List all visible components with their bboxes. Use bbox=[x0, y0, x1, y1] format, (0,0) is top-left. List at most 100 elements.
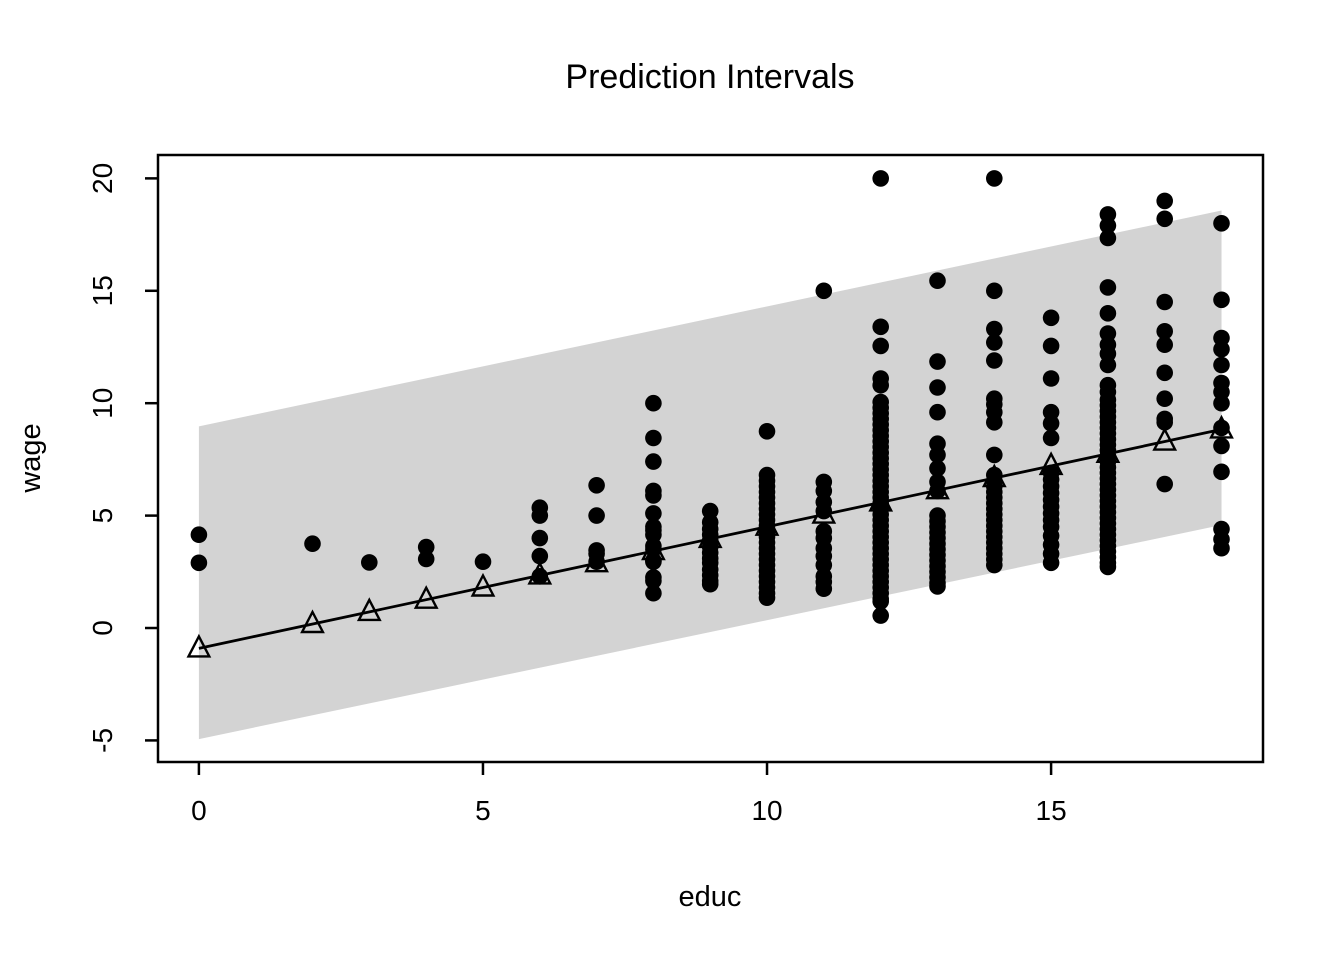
fitted-triangle-marker bbox=[527, 560, 553, 585]
fitted-triangle-marker bbox=[470, 572, 496, 597]
scatter-points bbox=[190, 170, 1230, 624]
data-point bbox=[1213, 539, 1230, 557]
data-point bbox=[986, 414, 1003, 431]
data-point bbox=[1099, 229, 1117, 247]
fitted-triangle-marker bbox=[1095, 439, 1121, 463]
data-point bbox=[645, 487, 662, 504]
x-axis: 0 5 10 15 bbox=[191, 762, 1067, 826]
data-point bbox=[1042, 415, 1060, 432]
data-point bbox=[645, 553, 662, 570]
data-point bbox=[1042, 429, 1060, 447]
data-point bbox=[758, 589, 776, 606]
fitted-triangle-marker bbox=[584, 548, 609, 573]
data-point bbox=[1156, 390, 1173, 408]
data-point bbox=[701, 575, 719, 593]
data-point bbox=[531, 507, 549, 524]
data-point bbox=[1099, 279, 1117, 296]
data-point bbox=[1213, 291, 1230, 309]
y-axis-label: wage bbox=[15, 423, 47, 493]
x-tick-label: 10 bbox=[751, 795, 782, 826]
data-point bbox=[1156, 323, 1173, 340]
data-point bbox=[531, 547, 549, 565]
fitted-triangle-marker bbox=[186, 633, 212, 658]
data-point bbox=[190, 526, 208, 543]
data-point bbox=[1213, 394, 1230, 412]
data-point bbox=[417, 538, 435, 556]
data-point bbox=[929, 403, 946, 421]
fitted-triangle-marker bbox=[413, 585, 439, 609]
data-point bbox=[1156, 192, 1173, 210]
fitted-triangle-marker bbox=[868, 487, 894, 512]
data-point bbox=[1156, 336, 1173, 354]
fit-line bbox=[198, 428, 1222, 650]
y-tick-label: 0 bbox=[87, 620, 118, 636]
x-tick-label: 15 bbox=[1036, 795, 1067, 826]
data-point bbox=[1042, 309, 1060, 327]
data-point bbox=[1156, 210, 1173, 228]
x-axis-label: educ bbox=[679, 881, 742, 913]
data-point bbox=[929, 446, 946, 464]
data-point bbox=[588, 507, 605, 524]
data-point bbox=[645, 453, 662, 470]
data-point bbox=[1213, 215, 1230, 232]
fitted-triangle-marker bbox=[754, 512, 780, 536]
x-tick-label: 0 bbox=[191, 795, 207, 826]
fitted-triangle-marker bbox=[641, 536, 666, 561]
plot-area bbox=[186, 170, 1234, 740]
data-point bbox=[815, 580, 833, 597]
fitted-triangle-marker bbox=[925, 475, 950, 500]
data-point bbox=[474, 553, 492, 570]
data-point bbox=[1213, 437, 1230, 455]
data-point bbox=[1156, 475, 1173, 493]
fitted-triangles bbox=[186, 414, 1234, 658]
data-point bbox=[645, 584, 662, 602]
data-point bbox=[531, 529, 549, 547]
data-point bbox=[986, 556, 1003, 574]
data-point bbox=[417, 550, 435, 568]
y-tick-label: 15 bbox=[87, 275, 118, 306]
data-point bbox=[1099, 558, 1117, 576]
fitted-triangle-marker bbox=[1038, 451, 1064, 476]
data-point bbox=[1156, 414, 1173, 431]
data-point bbox=[872, 337, 889, 355]
y-axis: -5 0 5 10 15 20 bbox=[87, 163, 158, 753]
data-point bbox=[361, 554, 378, 571]
data-point bbox=[929, 460, 946, 477]
data-point bbox=[872, 593, 889, 610]
x-tick-label: 5 bbox=[475, 795, 491, 826]
data-point bbox=[1099, 356, 1117, 374]
fitted-triangle-marker bbox=[811, 499, 837, 524]
plot-box bbox=[156, 153, 1265, 764]
data-point bbox=[872, 170, 889, 187]
data-point bbox=[1213, 356, 1230, 374]
data-point bbox=[986, 170, 1003, 187]
y-tick-label: 10 bbox=[87, 388, 118, 419]
y-tick-label: 20 bbox=[87, 163, 118, 194]
data-point bbox=[986, 320, 1003, 338]
y-tick-label: 5 bbox=[87, 508, 118, 524]
data-point bbox=[986, 334, 1003, 351]
fitted-triangle-marker bbox=[697, 524, 723, 549]
data-point bbox=[645, 429, 662, 447]
data-point bbox=[190, 554, 208, 572]
data-point bbox=[1156, 293, 1173, 311]
y-tick-label: -5 bbox=[87, 728, 118, 753]
data-point bbox=[1213, 340, 1230, 358]
data-point bbox=[929, 353, 946, 370]
data-point bbox=[588, 477, 605, 494]
data-point bbox=[872, 607, 889, 624]
fitted-triangle-marker bbox=[1209, 414, 1234, 439]
data-point bbox=[815, 282, 833, 300]
data-point bbox=[872, 318, 889, 336]
data-point bbox=[929, 578, 946, 595]
data-point bbox=[1042, 370, 1060, 387]
fitted-triangle-marker bbox=[300, 609, 325, 634]
data-point bbox=[1042, 554, 1060, 572]
data-point bbox=[1099, 217, 1117, 234]
data-point bbox=[986, 446, 1003, 464]
data-point bbox=[645, 572, 662, 590]
data-point bbox=[986, 352, 1003, 369]
chart-title: Prediction Intervals bbox=[565, 58, 854, 96]
